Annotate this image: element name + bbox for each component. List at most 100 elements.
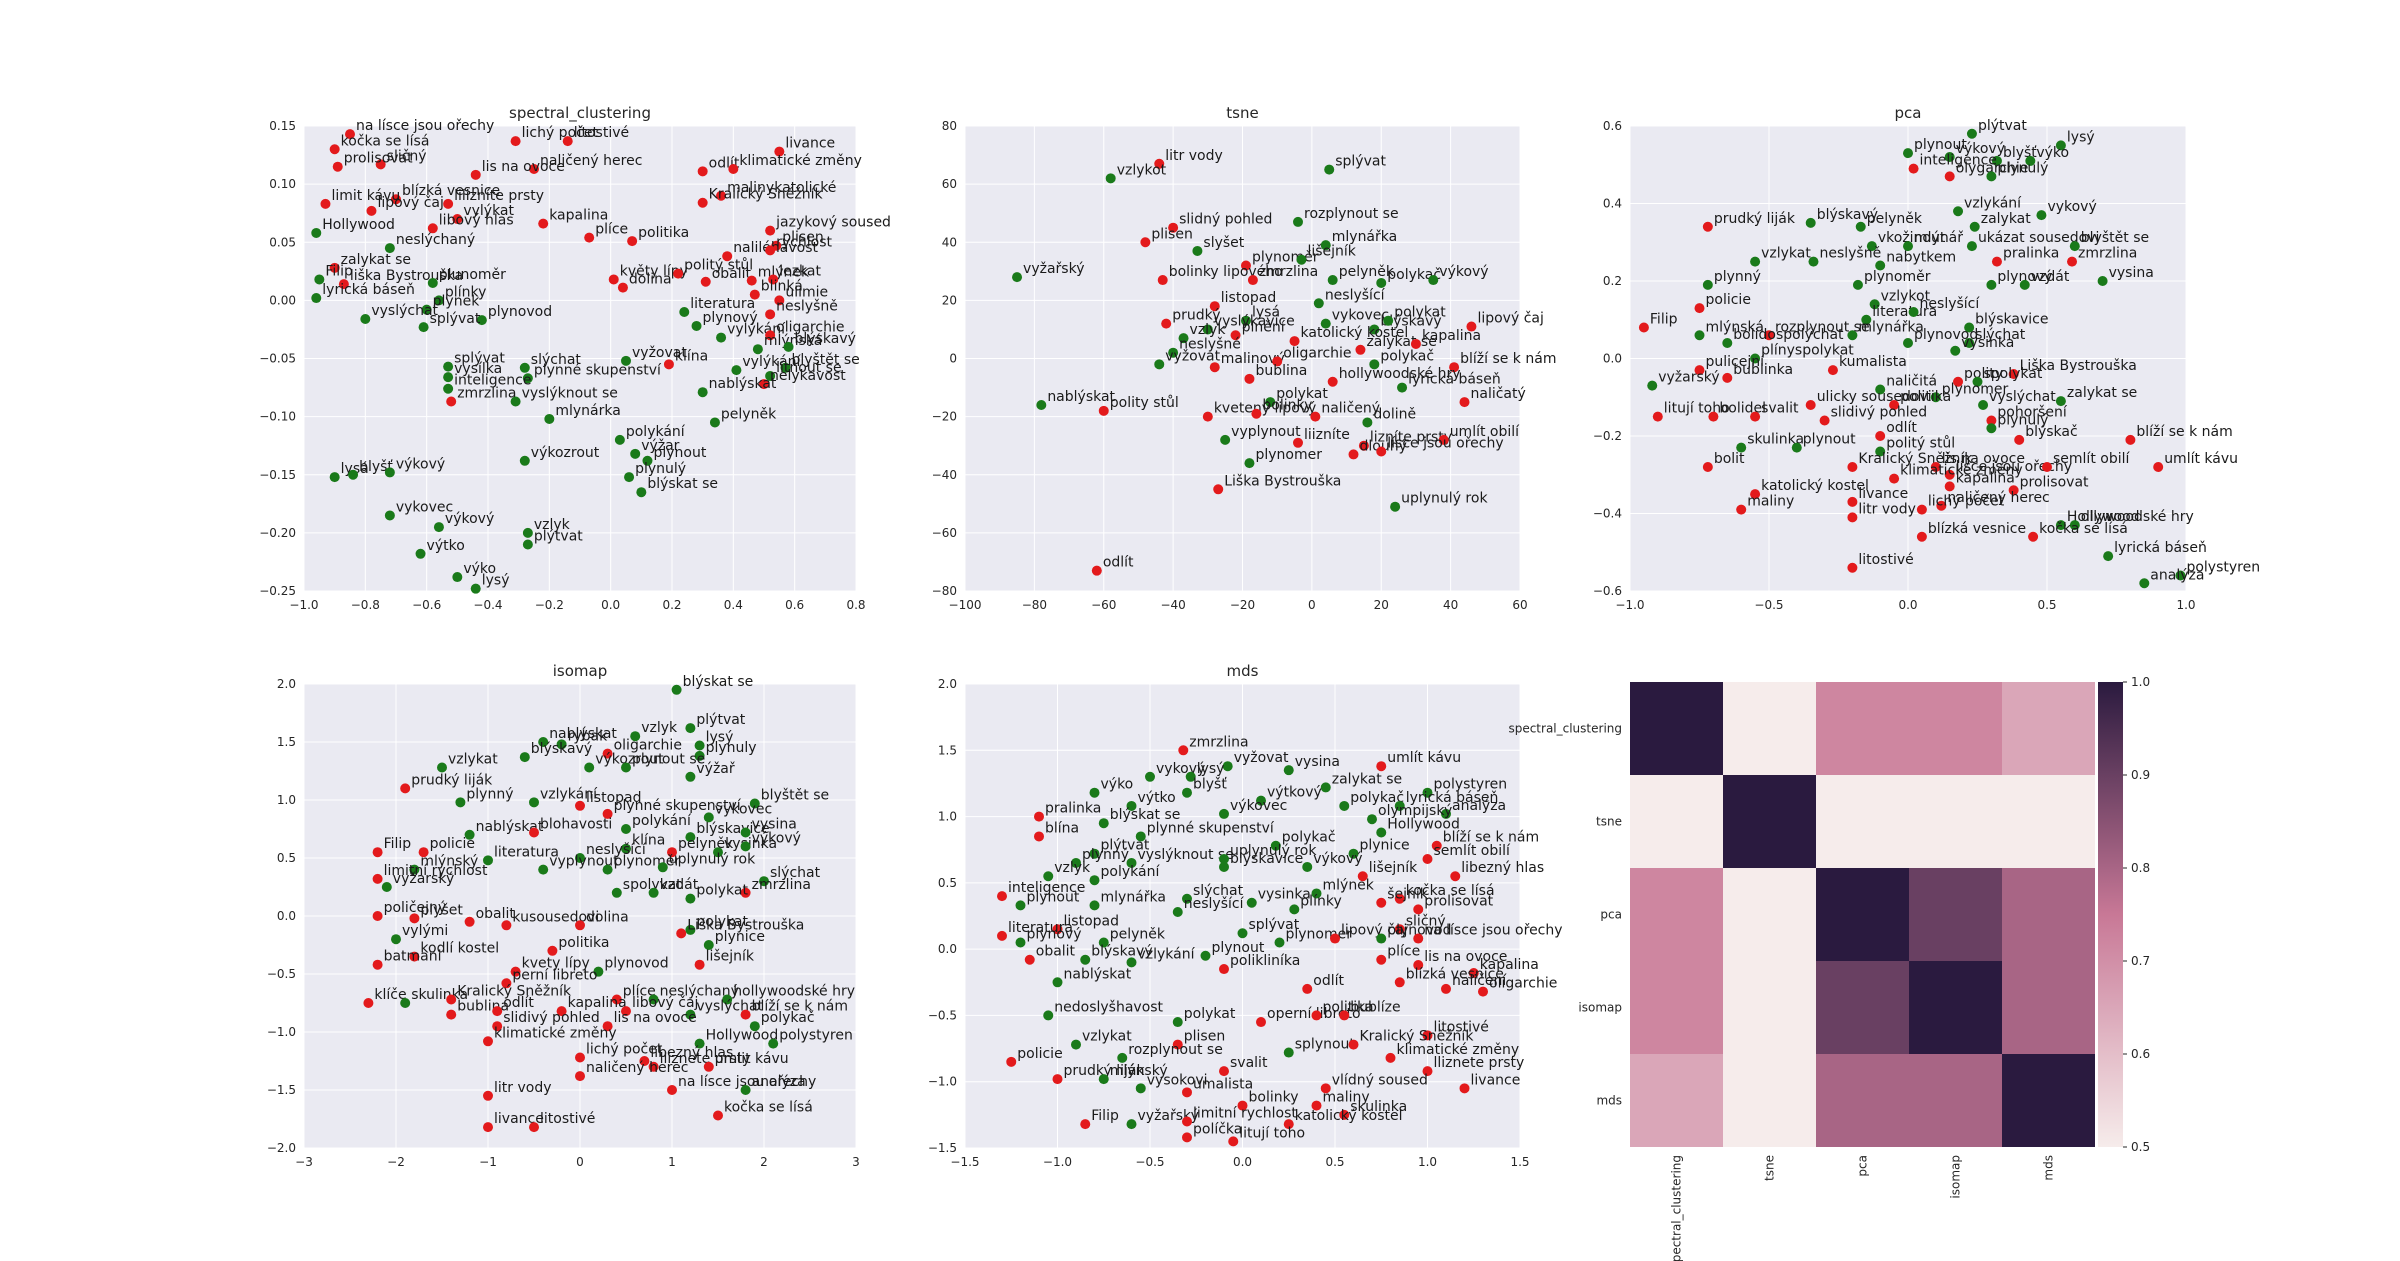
data-point	[1376, 446, 1387, 457]
point-label: blíží se k nám	[1443, 830, 1539, 846]
point-label: prudký	[1172, 308, 1220, 324]
data-point	[765, 309, 776, 320]
data-point	[1357, 871, 1368, 882]
data-point	[314, 274, 325, 285]
point-label: plynné skupenství	[614, 798, 742, 814]
data-point	[1071, 1039, 1081, 1050]
data-point	[783, 341, 794, 352]
data-point	[2008, 369, 2019, 379]
data-point	[1750, 256, 1761, 267]
point-label: blyštět se	[2081, 230, 2149, 246]
point-label: vyžovat	[632, 345, 687, 361]
data-point	[1015, 900, 1026, 911]
point-label: naličení	[1452, 973, 1507, 989]
y-tick-label: −1.5	[267, 1083, 296, 1097]
data-point	[455, 797, 466, 808]
point-label: pelyněk	[1339, 264, 1395, 280]
point-label: malinový	[1221, 351, 1285, 367]
heatmap-cell	[1816, 775, 1909, 868]
point-label: ulicky sousedovi	[1817, 389, 1932, 405]
data-point	[1339, 1109, 1350, 1120]
data-point	[1024, 954, 1035, 965]
data-point	[1638, 322, 1649, 333]
x-tick-label: −0.6	[412, 598, 441, 612]
heatmap-cell	[1816, 868, 1909, 961]
data-point	[716, 190, 727, 201]
point-label: blíží se k nám	[752, 999, 848, 1015]
data-point	[1202, 411, 1213, 422]
heatmap-col-label: mds	[2042, 1155, 2056, 1181]
point-label: plynulý	[1997, 160, 2048, 176]
data-point	[1355, 344, 1366, 355]
data-point	[621, 1006, 631, 1017]
heatmap-panel: spectral_clusteringtsnepcaisomapmdsspect…	[1508, 675, 2150, 1261]
data-point	[691, 320, 702, 331]
point-label: lítnout se	[776, 360, 841, 376]
point-label: odlít	[503, 995, 534, 1011]
data-point	[1847, 496, 1858, 507]
point-label: neslyšně	[776, 298, 838, 314]
data-point	[433, 295, 444, 306]
point-label: vzdát	[660, 877, 699, 893]
point-label: skulinka	[1747, 432, 1804, 448]
point-label: olympijský	[1378, 803, 1452, 819]
point-label: slýchat	[770, 865, 821, 881]
heatmap-cell	[2002, 1054, 2095, 1147]
y-tick-label: 0.0	[277, 909, 296, 923]
y-tick-label: −0.4	[1593, 507, 1622, 521]
data-point	[510, 396, 521, 407]
point-label: plynice	[715, 929, 765, 945]
y-tick-label: −0.15	[259, 468, 296, 482]
data-point	[1936, 500, 1947, 511]
x-tick-label: −0.4	[473, 598, 502, 612]
data-point	[1311, 1100, 1322, 1111]
data-point	[1157, 275, 1168, 286]
y-tick-label: 80	[942, 119, 957, 133]
data-point	[1861, 314, 1872, 325]
data-point	[1320, 318, 1331, 329]
point-label: analýza	[2150, 567, 2204, 583]
y-tick-label: −80	[932, 584, 957, 598]
colorbar	[2098, 682, 2123, 1147]
data-point	[1953, 206, 1964, 217]
point-label: Kralický Sněžník	[709, 187, 824, 203]
data-point	[1376, 933, 1387, 944]
data-point	[2139, 578, 2150, 589]
heatmap-cell	[1816, 961, 1909, 1054]
heatmap-row-label: mds	[1596, 1094, 1622, 1108]
point-label: lyrická báseň	[322, 282, 415, 298]
x-tick-label: 20	[1374, 598, 1389, 612]
data-point	[1422, 1066, 1433, 1077]
point-label: uplynulý rok	[669, 851, 756, 867]
point-label: vylýkat	[463, 203, 514, 219]
data-point	[1708, 411, 1719, 422]
point-label: dlouhý	[1360, 438, 1407, 454]
point-label: vyslýchat	[1989, 389, 2056, 405]
data-point	[1052, 924, 1063, 935]
heatmap-cell	[1630, 868, 1723, 961]
point-label: zmrzlina	[752, 877, 811, 893]
data-point	[752, 344, 763, 355]
data-point	[740, 1085, 751, 1095]
point-label: klimatické změny	[1397, 1042, 1520, 1058]
point-label: katolický kostel	[1301, 325, 1409, 341]
colorbar-tick-label: 0.6	[2131, 1047, 2150, 1061]
data-point	[630, 448, 641, 459]
data-point	[749, 1021, 760, 1032]
data-point	[671, 684, 682, 695]
point-label: vkožinout	[1878, 230, 1946, 246]
point-label: plynout	[1027, 889, 1080, 905]
point-label: lipový čaj	[1477, 311, 1543, 327]
point-label: odlít	[1313, 973, 1344, 989]
data-point	[1178, 745, 1189, 756]
point-label: polykání	[1101, 864, 1161, 880]
data-point	[593, 966, 604, 977]
point-label: blyštět se	[761, 787, 829, 803]
point-label: slyšet	[1203, 235, 1244, 251]
data-point	[1172, 1039, 1183, 1050]
data-point	[1422, 787, 1433, 798]
data-point	[1908, 307, 1919, 317]
data-point	[329, 472, 340, 483]
point-label: skulinka	[1350, 1099, 1407, 1115]
